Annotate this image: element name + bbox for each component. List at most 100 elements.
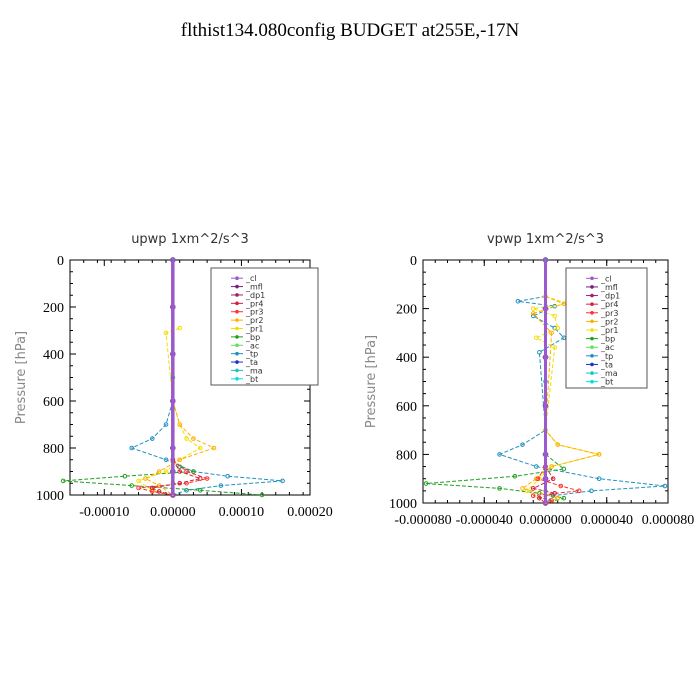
legend-label: _mfl [245,283,263,292]
series-point-bp [497,486,502,491]
series-point-bp [423,481,429,486]
y-axis-label: Pressure [hPa] [364,335,379,428]
series-point-bp [561,495,567,501]
series-point-bp [197,488,203,493]
series-point-tp [163,457,169,463]
legend-marker [590,293,594,298]
series-point-pr2 [520,486,525,491]
legend-label: _ta [245,358,258,367]
series-point-tp [534,464,539,469]
series-point-cl [542,476,549,482]
legend-marker [235,301,239,306]
series-point-pr2 [549,330,554,336]
legend-marker [235,377,239,381]
series-point-pr2 [555,442,561,447]
figure-title: flthist134.080config BUDGET at255E,-17N [180,20,520,41]
x-tick-label: -0.00010 [79,505,129,520]
series-point-pr2 [143,476,148,481]
legend-marker [235,368,239,373]
x-tick-label: -0.000040 [456,513,513,528]
legend-label: _pr3 [600,309,618,318]
series-point-pr4 [177,469,183,474]
legend-marker [235,284,239,289]
series-point-pr1 [163,469,169,474]
x-tick-label: 0.00010 [219,505,265,520]
legend-box [565,267,648,389]
series-point-cl [542,500,549,506]
y-tick-label: 400 [396,351,417,366]
series-point-pr1 [552,345,557,350]
y-tick-label: 800 [43,442,64,457]
series-point-pr2 [177,457,183,463]
legend-marker [590,319,594,324]
series-line-pr4 [531,466,557,504]
legend-marker [590,336,594,341]
legend-label: _pr1 [245,325,263,334]
series-point-pr3 [136,485,141,491]
y-tick-label: 0 [57,254,64,269]
legend-label: _bt [245,375,258,384]
legend-marker [590,328,594,332]
legend-label: _pr2 [600,317,618,326]
legend-label: _bp [245,333,260,342]
series-point-cl [170,304,176,310]
series-line-tp [498,295,665,504]
series-point-tp [662,483,668,489]
legend-label: _dp1 [245,291,265,300]
series-line-pr3 [138,459,209,496]
legend-label: _ma [245,366,263,375]
series-point-cl [170,398,176,404]
series-point-tp [218,483,224,488]
y-tick-label: 200 [43,301,64,316]
legend-label: _ac [245,341,259,350]
series-line-bp [63,466,263,496]
series-point-pr1 [524,488,530,494]
series-point-pr4 [537,495,542,501]
series-point-tp [280,478,285,484]
y-tick-label: 1000 [389,497,417,512]
legend-marker [590,371,594,375]
series-point-tp [515,299,521,304]
x-tick-label: 0.000000 [519,513,572,528]
series-point-pr4 [530,486,536,491]
legend-marker [590,345,594,350]
series-point-tp [520,442,525,447]
series-point-pr4 [177,480,183,486]
series-point-pr4 [197,476,203,481]
series-point-bp [561,466,567,472]
legend-label: _dp1 [600,292,620,301]
series-point-pr4 [550,476,556,482]
legend-label: _ta [600,360,613,369]
series-point-tp [129,445,135,451]
series-point-cl [542,305,549,312]
series-line-pr1 [137,327,202,496]
legend-marker [590,302,594,306]
legend-marker [235,343,239,348]
legend-marker [235,276,239,280]
series-point-pr3 [530,493,536,499]
series-point-pr4 [149,485,155,491]
series-point-tp [184,488,189,493]
legend-label: _ma [600,369,618,378]
series-point-bp [129,483,135,488]
series-line-pr4 [150,459,203,496]
series-point-pr4 [156,489,162,494]
chart-title: vpwp 1xm^2/s^3 [487,232,604,247]
series-point-tp [596,476,602,482]
series-point-bp [122,473,128,479]
y-tick-label: 1000 [36,489,64,504]
series-point-pr2 [177,422,183,427]
legend-marker [590,285,594,289]
series-point-bp [512,473,518,479]
series-point-pr2 [555,495,561,501]
legend-marker [235,309,239,314]
legend-label: _bp [600,335,615,344]
series-point-pr1 [136,478,141,484]
series-point-pr2 [596,452,602,457]
legend-label: _pr4 [245,299,263,308]
series-point-cl [170,468,176,475]
y-tick-label: 200 [396,303,417,318]
series-point-cl [542,257,549,263]
series-point-bp [191,469,196,474]
